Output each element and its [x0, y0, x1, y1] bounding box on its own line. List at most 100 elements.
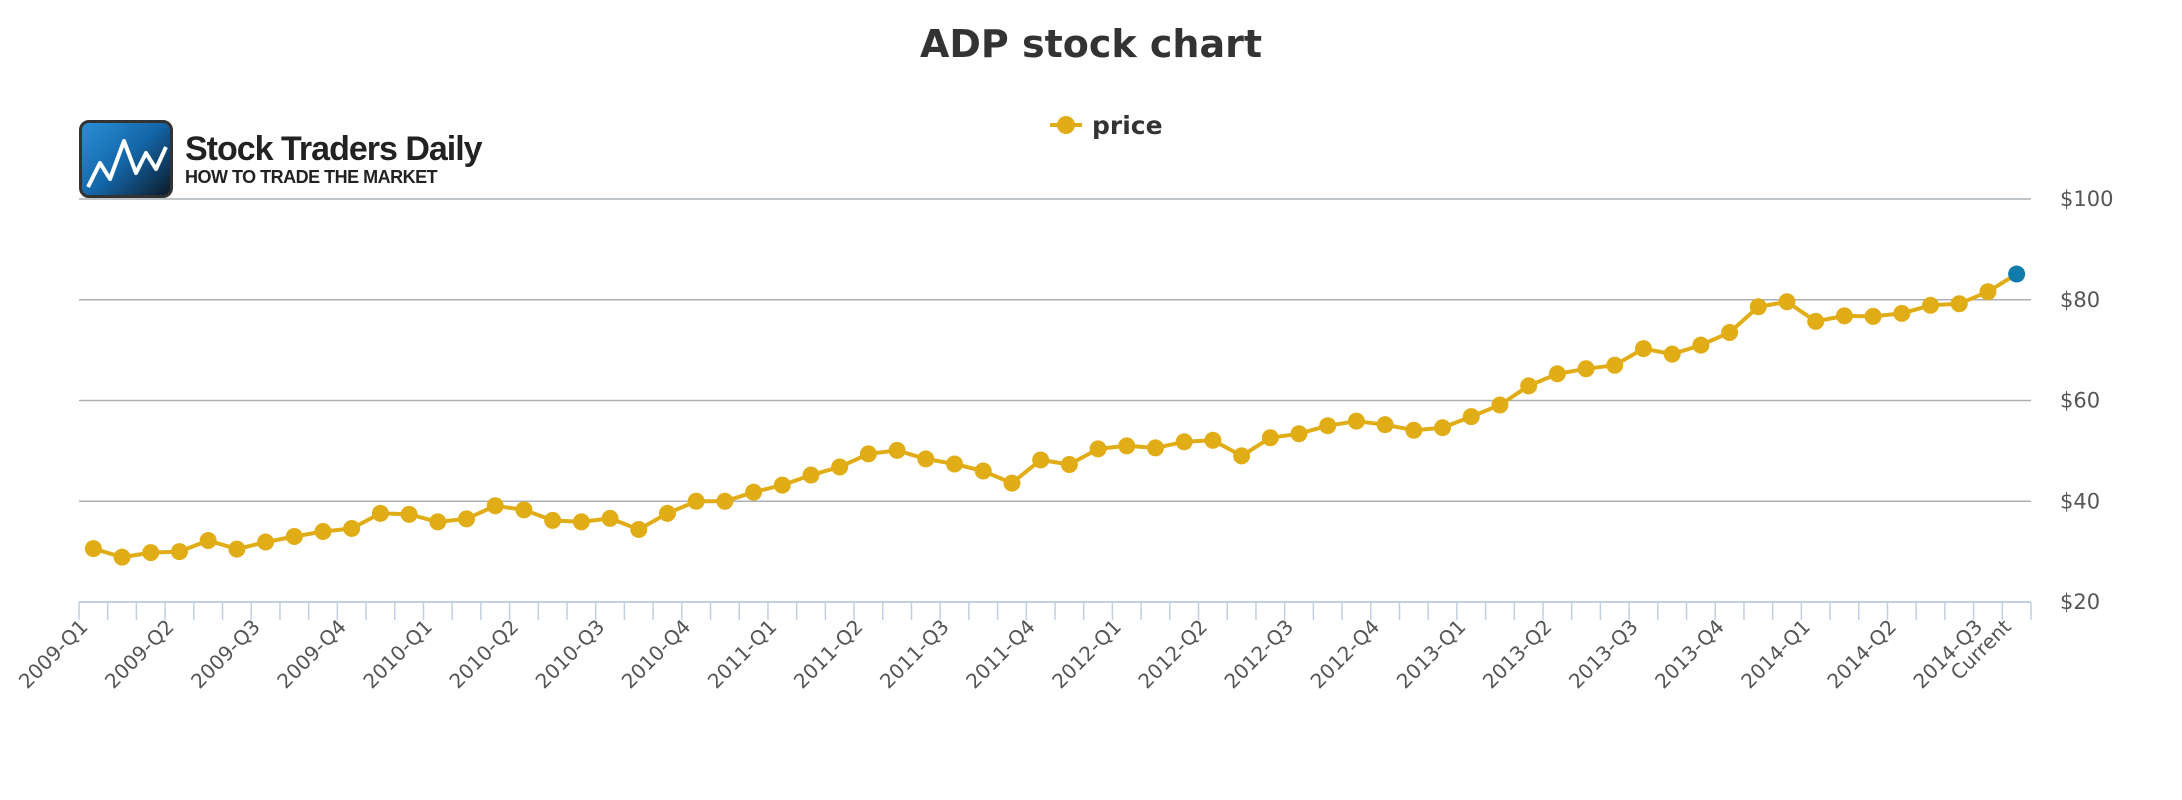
- price-point: [1491, 396, 1509, 414]
- price-point: [831, 458, 849, 476]
- logo-chart-icon: [79, 120, 173, 198]
- price-point: [1950, 295, 1968, 313]
- price-point: [1233, 447, 1251, 465]
- price-point: [1749, 298, 1767, 316]
- price-point: [1118, 437, 1136, 455]
- price-point: [170, 543, 188, 561]
- price-point: [228, 540, 246, 558]
- price-point: [458, 510, 476, 528]
- price-point: [1721, 323, 1739, 341]
- x-tick-label: 2009-Q1: [14, 615, 93, 694]
- x-tick-label: 2014-Q1: [1736, 615, 1815, 694]
- price-point: [1376, 416, 1394, 434]
- price-point: [1175, 433, 1193, 451]
- price-point: [1261, 429, 1279, 447]
- y-tick-label: $60: [2060, 389, 2100, 413]
- x-tick-label: 2012-Q3: [1219, 615, 1298, 694]
- price-point: [257, 533, 275, 551]
- x-tick-label: 2011-Q1: [703, 615, 782, 694]
- x-tick-label: 2013-Q3: [1564, 615, 1643, 694]
- price-point: [486, 497, 504, 515]
- x-tick-label: 2012-Q4: [1306, 615, 1385, 694]
- price-point: [113, 548, 131, 566]
- price-point: [1835, 307, 1853, 325]
- price-point: [946, 455, 964, 473]
- chart-title: ADP stock chart: [919, 22, 1263, 66]
- x-tick-label: 2011-Q4: [961, 615, 1040, 694]
- x-tick-label: 2010-Q2: [444, 615, 523, 694]
- price-point: [888, 441, 906, 459]
- price-point: [1032, 451, 1050, 469]
- price-point: [285, 528, 303, 546]
- price-point: [974, 462, 992, 480]
- x-tick-label: 2010-Q1: [358, 615, 437, 694]
- x-tick-label: 2011-Q2: [789, 615, 868, 694]
- x-tick-label: 2013-Q1: [1392, 615, 1471, 694]
- x-tick-label: 2010-Q4: [617, 615, 696, 694]
- price-point: [1548, 365, 1566, 383]
- price-point: [1347, 412, 1365, 430]
- x-tick-label: 2013-Q4: [1650, 615, 1729, 694]
- price-point: [630, 520, 648, 538]
- price-point: [1893, 304, 1911, 322]
- price-point: [1290, 425, 1308, 443]
- legend[interactable]: price: [1050, 110, 1163, 140]
- y-tick-label: $40: [2060, 489, 2100, 513]
- price-point: [515, 501, 533, 519]
- price-point: [1979, 283, 1997, 301]
- price-point: [716, 492, 734, 510]
- price-point: [314, 522, 332, 540]
- price-point: [1462, 408, 1480, 426]
- stock-traders-daily-logo: Stock Traders Daily HOW TO TRADE THE MAR…: [79, 120, 483, 198]
- legend-dot: [1057, 116, 1075, 134]
- price-point: [1577, 360, 1595, 378]
- price-point: [142, 544, 160, 562]
- price-point: [1634, 340, 1652, 358]
- price-point: [1146, 439, 1164, 457]
- price-point: [1807, 312, 1825, 330]
- price-point: [1520, 377, 1538, 395]
- price-point: [1778, 293, 1796, 311]
- x-tick-label: 2012-Q2: [1133, 615, 1212, 694]
- price-point: [1434, 419, 1452, 437]
- legend-label-price: price: [1092, 110, 1163, 140]
- price-point: [1606, 356, 1624, 374]
- y-tick-label: $80: [2060, 288, 2100, 312]
- price-point: [1405, 421, 1423, 439]
- price-point: [1922, 296, 1940, 314]
- x-tick-label: 2009-Q3: [186, 615, 265, 694]
- y-tick-label: $100: [2060, 187, 2113, 211]
- price-point: [859, 445, 877, 463]
- price-point: [544, 511, 562, 529]
- price-point: [601, 509, 619, 527]
- price-point: [1663, 345, 1681, 363]
- price-point: [687, 492, 705, 510]
- price-point: [84, 540, 102, 558]
- price-point: [199, 532, 217, 550]
- price-point: [400, 505, 418, 523]
- x-tick-label: 2011-Q3: [875, 615, 954, 694]
- price-point-current: [2008, 265, 2026, 283]
- price-point: [371, 504, 389, 522]
- price-point: [658, 504, 676, 522]
- logo-name: Stock Traders Daily: [185, 130, 483, 168]
- price-point: [429, 513, 447, 531]
- y-tick-label: $20: [2060, 590, 2100, 614]
- x-tick-label: 2012-Q1: [1047, 615, 1126, 694]
- price-point: [1060, 455, 1078, 473]
- price-point: [1692, 336, 1710, 354]
- x-tick-label: 2009-Q2: [100, 615, 179, 694]
- price-point: [745, 483, 763, 501]
- price-point: [802, 466, 820, 484]
- price-point: [1204, 431, 1222, 449]
- x-tick-label: 2013-Q2: [1478, 615, 1557, 694]
- price-point: [572, 513, 590, 531]
- price-point: [1319, 417, 1337, 435]
- legend-marker-icon: [1050, 110, 1082, 140]
- x-tick-label: 2014-Q2: [1822, 615, 1901, 694]
- price-point: [343, 519, 361, 537]
- price-point: [1003, 474, 1021, 492]
- price-point: [773, 476, 791, 494]
- price-point: [917, 450, 935, 468]
